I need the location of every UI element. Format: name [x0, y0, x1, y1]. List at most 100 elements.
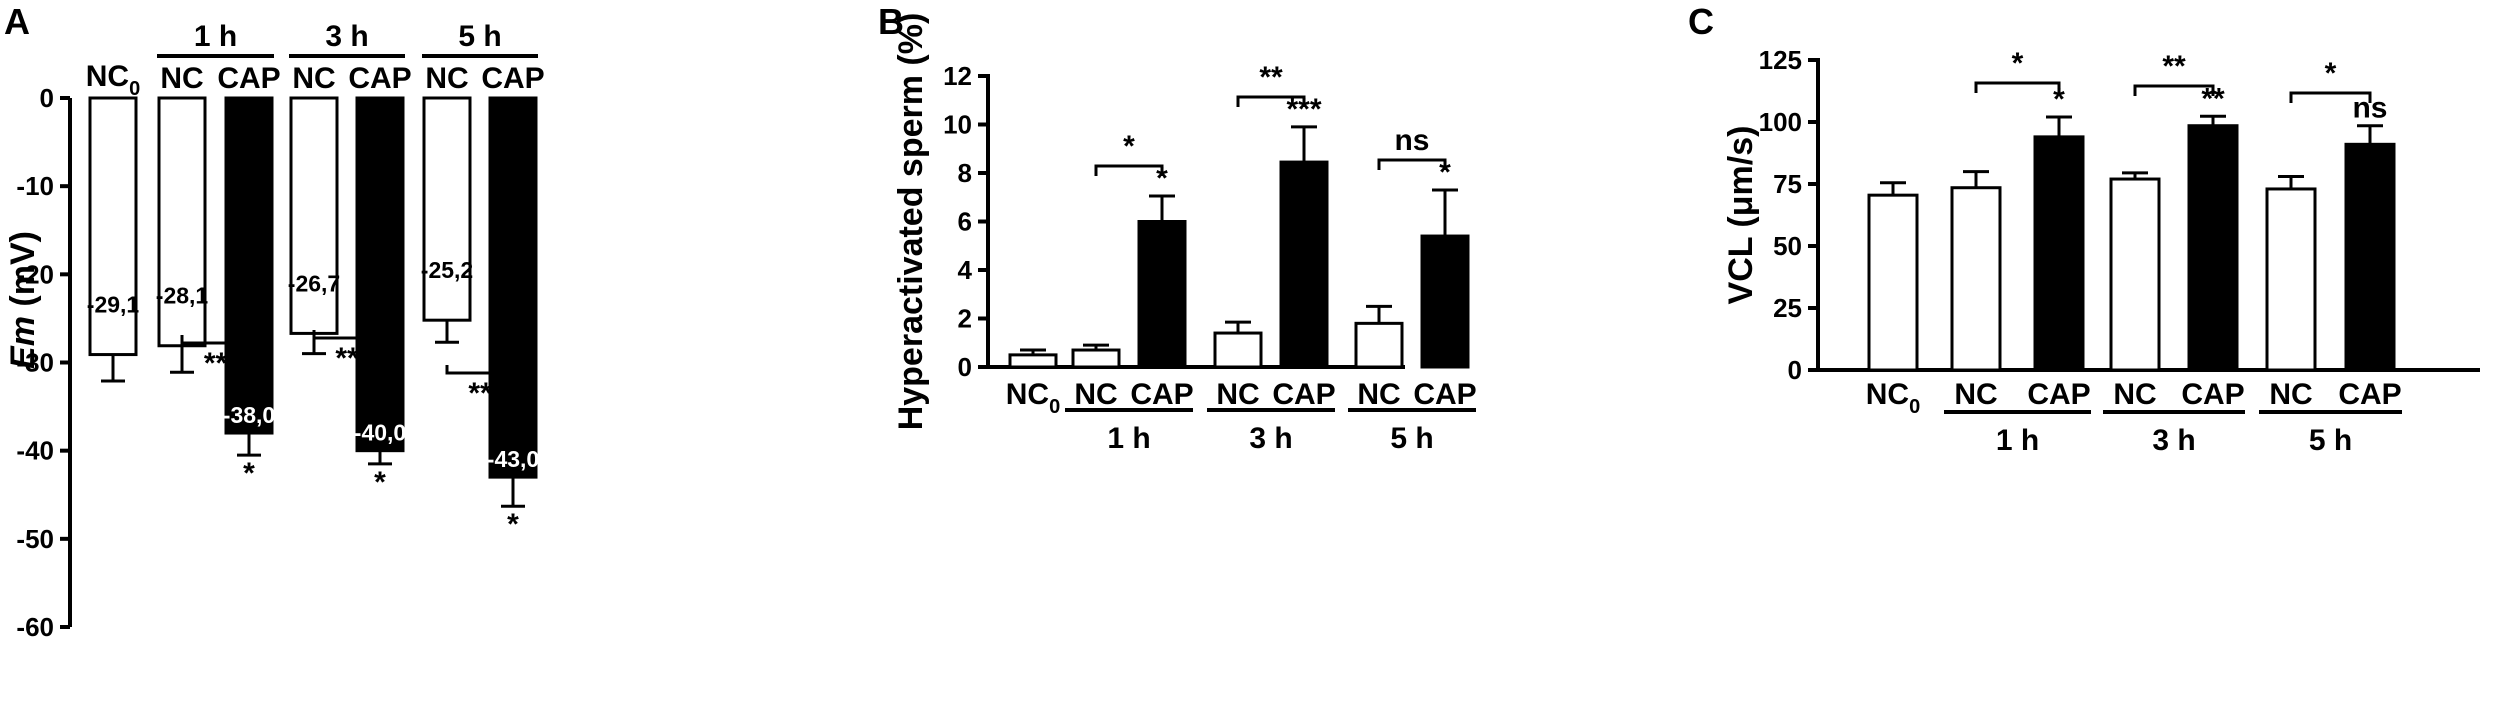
panel-a-bar-significance: *	[507, 508, 519, 541]
panel-b-bar	[1279, 160, 1329, 369]
panel-a-bar	[422, 96, 472, 322]
panel-c-category-label: CAP	[2338, 378, 2401, 411]
panel-b-category-label: NC	[1216, 378, 1259, 411]
panel-c-y-tick-label: 25	[1773, 293, 1802, 323]
panel-c-y-tick-label: 125	[1759, 45, 1802, 75]
panel-c-bracket-significance: *	[2012, 47, 2024, 80]
panel-c-bar	[2265, 187, 2317, 372]
panel-c-category-label: NC	[2113, 378, 2156, 411]
panel-b-bar-significance: *	[1156, 162, 1168, 195]
panel-b-group-label: 1 h	[1107, 422, 1150, 455]
panel-a-value-label: -43,0	[487, 446, 539, 472]
panel-a-y-tick-label: -20	[16, 259, 54, 289]
panel-a-y-tick-label: -50	[16, 524, 54, 554]
panel-a-group-label: 1 h	[194, 20, 237, 53]
panel-a-nc0-label: NC0	[86, 60, 140, 100]
panel-a-category-label: CAP	[217, 62, 280, 95]
panel-b-category-label: NC	[1074, 378, 1117, 411]
panel-a-value-label: -25,2	[421, 257, 473, 283]
panel-a-category-label: CAP	[481, 62, 544, 95]
panel-a-significance-bracket	[312, 330, 382, 340]
panel-b-nc0-label: NC0	[1006, 378, 1060, 418]
panel-a-significance-bracket	[445, 365, 515, 375]
panel-c-group-label: 5 h	[2309, 424, 2352, 457]
panel-c-bar	[2187, 124, 2239, 372]
panel-c-bar-significance: **	[2201, 82, 2225, 115]
panel-b-bar-significance: *	[1439, 156, 1451, 189]
panel-c-y-tick-label: 50	[1773, 231, 1802, 261]
panel-a-value-label: -38,0	[223, 402, 275, 428]
panel-a-bracket-significance: **	[204, 347, 228, 380]
panel-a-bar-significance: *	[243, 457, 255, 490]
panel-a-category-label: NC	[160, 62, 203, 95]
panel-a-category-label: NC	[425, 62, 468, 95]
panel-c-group-label: 3 h	[2152, 424, 2195, 457]
panel-c-significance-bracket	[2133, 84, 2215, 96]
panel-a-y-tick-label: 0	[40, 83, 54, 113]
panel-c-category-label: CAP	[2181, 378, 2244, 411]
panel-a-category-label: NC	[292, 62, 335, 95]
panel-b-y-tick-label: 4	[958, 255, 973, 285]
panel-b-y-tick-label: 2	[958, 304, 972, 334]
panel-c-bar	[1867, 193, 1919, 372]
panel-b-y-tick-label: 6	[958, 207, 972, 237]
panel-a-y-tick-label: -10	[16, 171, 54, 201]
panel-b-letter: B	[878, 1, 904, 42]
panel-a-bar	[355, 96, 405, 453]
panel-c-bar	[2033, 135, 2085, 372]
panel-a-value-label: -28,1	[156, 283, 209, 309]
panel-a-y-tick-label: -40	[16, 436, 54, 466]
panel-c-bar	[2109, 177, 2161, 372]
panel-a-bar-significance: *	[374, 466, 386, 499]
panel-a-chart: 0 -10 -20 -30 -40 -50 -60 Em (mV) -29,1 -28,1 -38,…	[4, 20, 545, 642]
panel-b-category-label: CAP	[1413, 378, 1476, 411]
panel-b-bar	[1071, 348, 1121, 369]
panel-a-bracket-significance: **	[335, 342, 359, 375]
panel-c-category-label: NC	[1954, 378, 1997, 411]
panel-b-significance-bracket	[1236, 95, 1306, 107]
panel-b-bar	[1008, 353, 1058, 369]
panel-b-category-label: NC	[1357, 378, 1400, 411]
panel-a-group-label: 5 h	[458, 20, 501, 53]
panel-c-y-tick-label: 0	[1788, 355, 1802, 385]
panel-c-y-tick-label: 75	[1773, 169, 1802, 199]
panel-c-bracket-significance: *	[2325, 57, 2337, 90]
panel-b-significance-bracket	[1377, 158, 1447, 170]
panel-c-bar	[2344, 142, 2396, 372]
panel-c-group-label: 1 h	[1996, 424, 2039, 457]
panel-c-bar-significance: *	[2053, 83, 2065, 116]
panel-a-y-tick-label: -60	[16, 612, 54, 642]
panel-a-group-label: 3 h	[325, 20, 368, 53]
panel-c-significance-bracket	[1974, 81, 2061, 93]
panel-b-bracket-significance: **	[1259, 61, 1283, 94]
panel-c-y-axis-label: VCL (μm/s)	[1722, 126, 1760, 305]
panel-c-category-label: NC	[2269, 378, 2312, 411]
panel-c-nc0-label: NC0	[1866, 378, 1920, 418]
panel-c-significance-bracket	[2289, 91, 2372, 103]
panel-a-value-label: -40,0	[354, 420, 406, 446]
panel-a-y-tick-label: -30	[16, 348, 54, 378]
panel-b-significance-bracket	[1094, 164, 1164, 176]
panel-b-bracket-significance: ns	[1394, 124, 1429, 157]
panel-b-y-axis-label: Hyperactivated sperm (%)	[892, 13, 930, 431]
panel-b-bar	[1137, 220, 1187, 369]
panel-a-significance-bracket	[180, 335, 251, 345]
panel-a-bar	[224, 96, 274, 435]
panel-a-y-axis-label: Em (mV)	[4, 231, 42, 369]
panel-c-y-tick-label: 100	[1759, 107, 1802, 137]
panel-b-y-tick-label: 10	[943, 110, 972, 140]
panel-c-bracket-significance: **	[2162, 50, 2186, 83]
panel-a-letter: A	[4, 1, 30, 42]
panel-b-category-label: CAP	[1130, 378, 1193, 411]
panel-c-bar	[1950, 186, 2002, 372]
panel-a-bar	[157, 96, 207, 348]
panel-b-category-label: CAP	[1272, 378, 1335, 411]
panel-a-category-label: CAP	[348, 62, 411, 95]
panel-a-bar	[289, 96, 339, 335]
panel-c-category-label: CAP	[2027, 378, 2090, 411]
panel-b-bracket-significance: *	[1123, 130, 1135, 163]
panel-b-group-label: 5 h	[1390, 422, 1433, 455]
